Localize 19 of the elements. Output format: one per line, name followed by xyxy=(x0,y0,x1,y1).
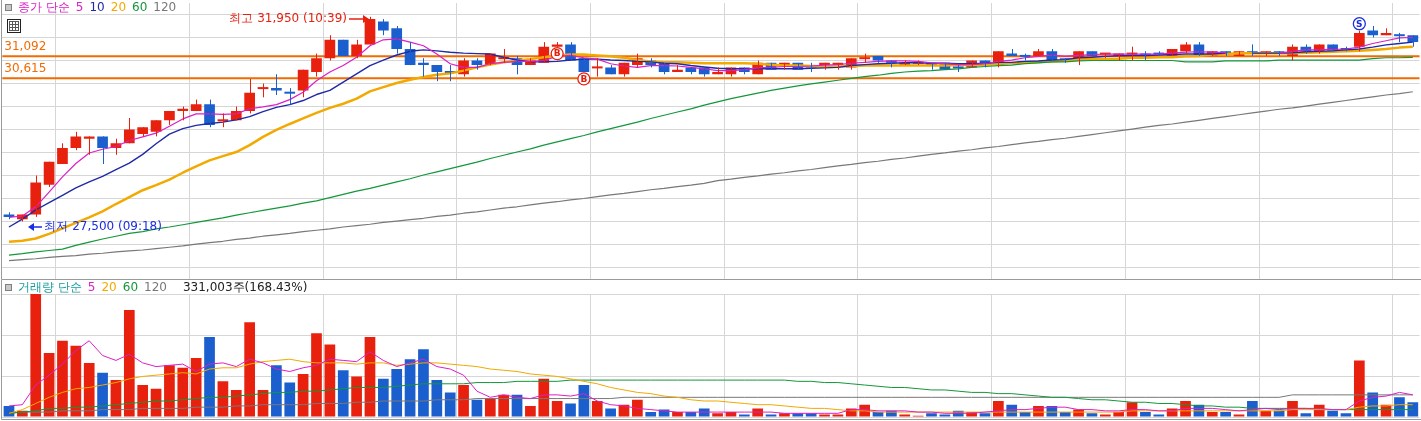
series-label: S xyxy=(1356,18,1363,29)
text: 120 xyxy=(153,0,177,14)
text: 5 xyxy=(75,0,84,14)
legend-title: 종가 단순 xyxy=(18,0,70,14)
annotation: 331,003주(168.43%) xyxy=(182,280,308,294)
ref-line-label: 31,092 xyxy=(4,39,47,54)
text: 20 xyxy=(101,280,117,294)
text: 5 xyxy=(87,280,96,294)
text: 60 xyxy=(122,280,139,294)
text: 20 xyxy=(110,0,127,14)
series-label: B xyxy=(553,48,561,59)
text: 120 xyxy=(144,280,167,294)
annotation: 최저 27,500 (09:18) xyxy=(44,218,162,233)
text: 10 xyxy=(89,0,105,14)
ref-line-label: 30,615 xyxy=(4,61,47,76)
text: B xyxy=(580,73,588,84)
text: 60 xyxy=(132,0,148,14)
legend-title: 거래량 단순 xyxy=(18,280,82,294)
annotation: 최고 31,950 (10:39) xyxy=(229,10,347,25)
